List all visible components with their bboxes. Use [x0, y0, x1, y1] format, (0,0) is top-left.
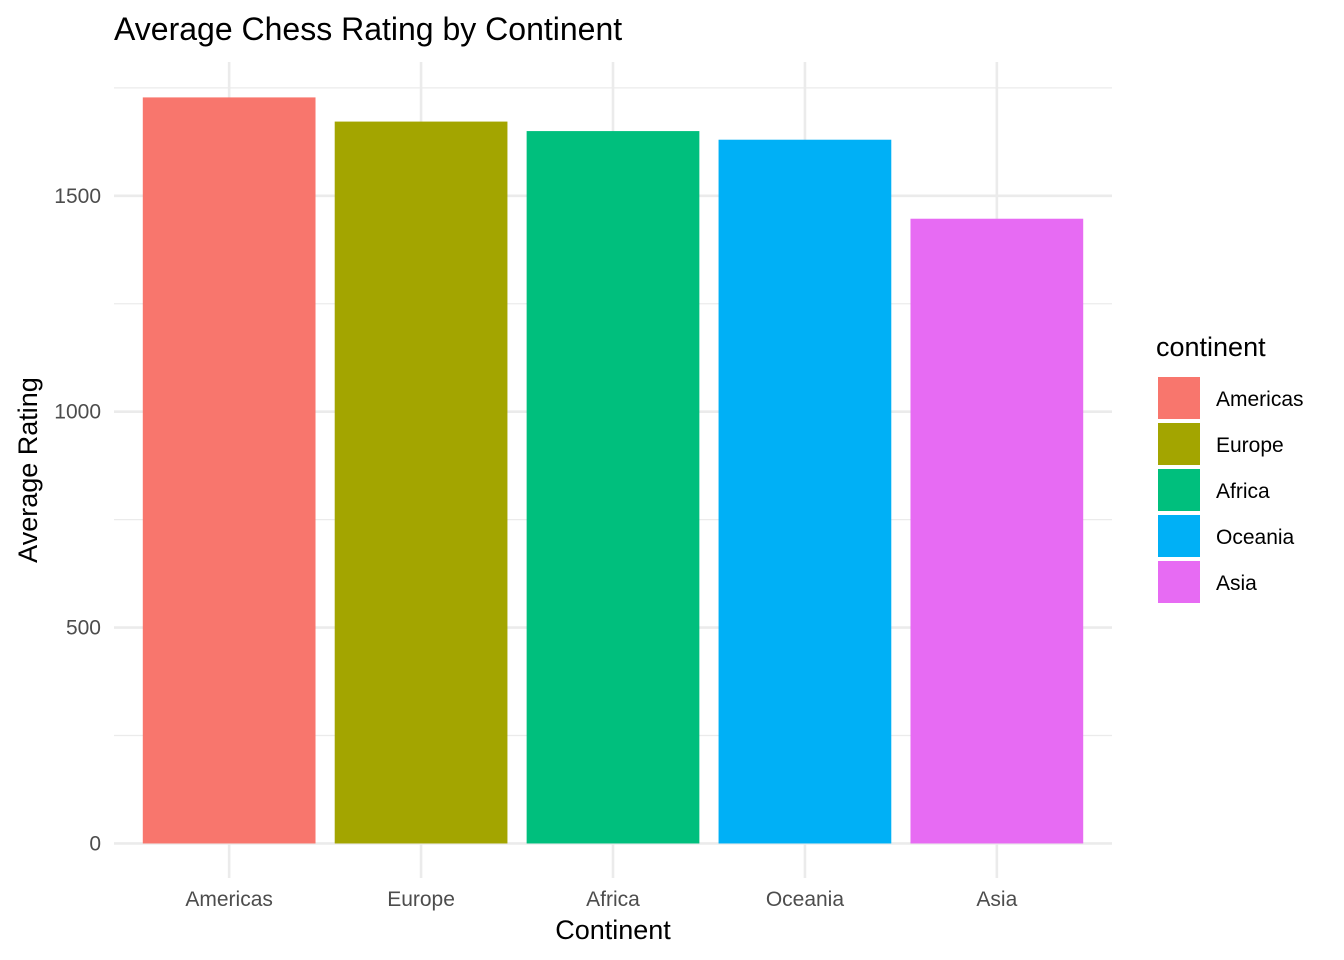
y-tick-label: 1000 — [54, 401, 101, 424]
y-tick-label: 1500 — [54, 185, 101, 208]
legend-label-africa: Africa — [1216, 480, 1270, 503]
x-tick-label: Americas — [185, 888, 273, 911]
y-axis-ticks: 0 500 1000 1500 — [54, 185, 101, 856]
bar-americas — [142, 97, 316, 844]
x-axis-title: Continent — [555, 915, 671, 945]
legend-swatch-americas — [1158, 377, 1200, 419]
y-tick-label: 500 — [66, 617, 101, 640]
bar-europe — [334, 121, 508, 844]
legend-label-europe: Europe — [1216, 434, 1284, 457]
legend: continent Americas Europe Africa Oceania Asi… — [1156, 332, 1304, 603]
legend-label-asia: Asia — [1216, 572, 1257, 595]
bar-africa — [526, 131, 700, 844]
legend-label-oceania: Oceania — [1216, 526, 1295, 549]
legend-items: Americas Europe Africa Oceania Asia — [1158, 377, 1304, 603]
bar-oceania — [718, 139, 892, 844]
bars — [142, 97, 1084, 844]
x-tick-label: Asia — [976, 888, 1017, 911]
x-axis-ticks: Americas Europe Africa Oceania Asia — [185, 888, 1017, 911]
x-tick-label: Europe — [387, 888, 455, 911]
legend-swatch-oceania — [1158, 515, 1200, 557]
y-tick-label: 0 — [89, 832, 101, 855]
legend-title: continent — [1156, 332, 1266, 362]
legend-swatch-asia — [1158, 561, 1200, 603]
chart-title: Average Chess Rating by Continent — [114, 11, 622, 47]
bar-asia — [910, 218, 1084, 844]
legend-swatch-europe — [1158, 423, 1200, 465]
legend-swatch-africa — [1158, 469, 1200, 511]
x-tick-label: Oceania — [766, 888, 845, 911]
x-tick-label: Africa — [586, 888, 640, 911]
legend-label-americas: Americas — [1216, 388, 1304, 411]
y-axis-title: Average Rating — [13, 377, 43, 563]
